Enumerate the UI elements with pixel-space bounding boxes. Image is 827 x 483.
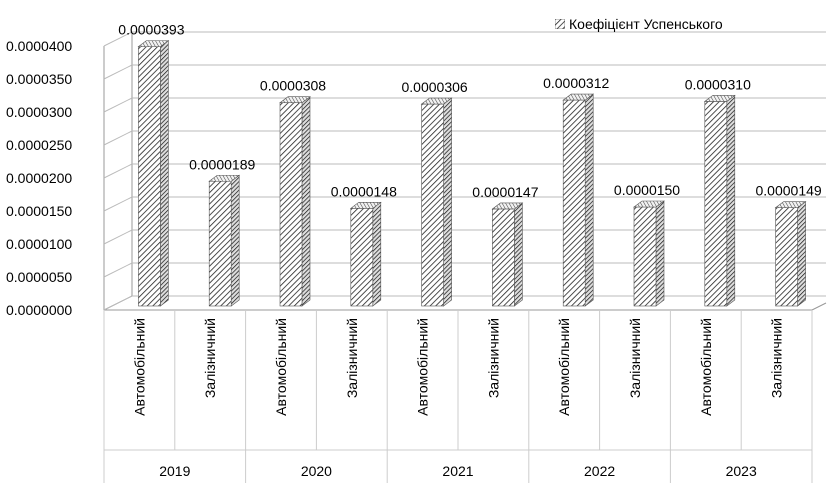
legend-label: Коефіцієнт Успенського [569, 16, 723, 32]
y-tick-label: 0.0000100 [6, 236, 72, 252]
bar [774, 201, 807, 307]
y-tick-label: 0.0000300 [6, 104, 72, 120]
bar-top [420, 97, 453, 105]
bar-side [301, 96, 311, 307]
bar [137, 40, 170, 307]
bar-top [137, 40, 170, 47]
data-label: 0.0000149 [756, 183, 822, 199]
y-tick-label: 0.0000150 [6, 203, 72, 219]
bar [491, 202, 524, 307]
data-label: 0.0000150 [614, 182, 680, 198]
bar [349, 201, 382, 307]
y-tick-label: 0.0000000 [6, 302, 72, 318]
x-category-label: Автомобільний [131, 318, 147, 416]
bar-top [349, 202, 382, 209]
data-label: 0.0000148 [331, 183, 397, 199]
x-category-label: Залізничний [344, 318, 360, 398]
x-category-label: Автомобільний [556, 318, 572, 416]
bar-top [491, 202, 524, 210]
bar-front [492, 208, 515, 307]
y-tick-label: 0.0000050 [6, 269, 72, 285]
bar-top [208, 174, 241, 182]
bar-top [562, 93, 595, 101]
bar-top [774, 201, 807, 208]
y-tick-label: 0.0000250 [6, 137, 72, 153]
legend-swatch-icon [555, 19, 565, 29]
y-axis-ticks: 0.0000000 0.0000050 0.0000100 0.0000150 0.00… [6, 38, 72, 318]
x-category-label: Автомобільний [698, 318, 714, 416]
bar [420, 97, 453, 307]
bars [137, 40, 807, 307]
data-labels: 0.0000393 0.0000189 0.0000308 0.0000148 0.00… [118, 22, 822, 200]
x-year-label: 2021 [442, 463, 473, 479]
bar-side [443, 97, 452, 307]
x-year-label: 2023 [726, 463, 757, 479]
legend: Коефіцієнт Успенського [555, 16, 723, 32]
bar [562, 93, 595, 307]
x-category-label: Залізничний [485, 318, 501, 398]
bar-front [208, 180, 232, 307]
x-year-label: 2019 [159, 463, 190, 479]
y-tick-label: 0.0000200 [6, 170, 72, 186]
data-label: 0.0000308 [260, 78, 326, 94]
bar-side [372, 201, 382, 307]
bar-side [514, 202, 523, 307]
bar-front [138, 46, 161, 307]
y-tick-label: 0.0000350 [6, 71, 72, 87]
bar-side [797, 201, 806, 307]
bar-top [633, 200, 665, 208]
x-axis-years: 2019 2020 2021 2022 2023 [159, 450, 813, 483]
bar [208, 174, 241, 307]
bar-side [726, 94, 736, 307]
data-label: 0.0000189 [189, 156, 255, 172]
data-label: 0.0000306 [402, 79, 468, 95]
x-category-label: Залізничний [202, 318, 218, 398]
bar-front [421, 103, 444, 307]
bar-top [703, 95, 736, 102]
data-label: 0.0000147 [472, 184, 538, 200]
data-label: 0.0000310 [685, 76, 751, 92]
bar [633, 200, 665, 307]
x-year-label: 2020 [301, 463, 332, 479]
x-category-label: Автомобільний [273, 318, 289, 416]
bar [279, 96, 311, 307]
bar-front [633, 206, 657, 307]
bar-front [350, 208, 374, 307]
bar [703, 94, 736, 307]
data-label: 0.0000312 [543, 75, 609, 91]
bar-side [230, 174, 240, 307]
bar-front [279, 102, 303, 307]
x-year-label: 2022 [584, 463, 615, 479]
x-category-label: Залізничний [769, 318, 785, 398]
bar-side [584, 93, 594, 307]
x-category-label: Автомобільний [415, 318, 431, 416]
bar-top [279, 96, 311, 104]
bar-front [775, 207, 798, 307]
data-label: 0.0000393 [118, 22, 184, 38]
bar-front [562, 99, 586, 307]
bar-side [655, 200, 665, 307]
x-category-label: Залізничний [627, 318, 643, 398]
x-axis-categories: Автомобільний Залізничний Автомобільний Зал… [103, 310, 813, 483]
y-tick-label: 0.0000400 [6, 38, 72, 54]
bar-front [704, 101, 728, 307]
bar-side [160, 40, 169, 307]
